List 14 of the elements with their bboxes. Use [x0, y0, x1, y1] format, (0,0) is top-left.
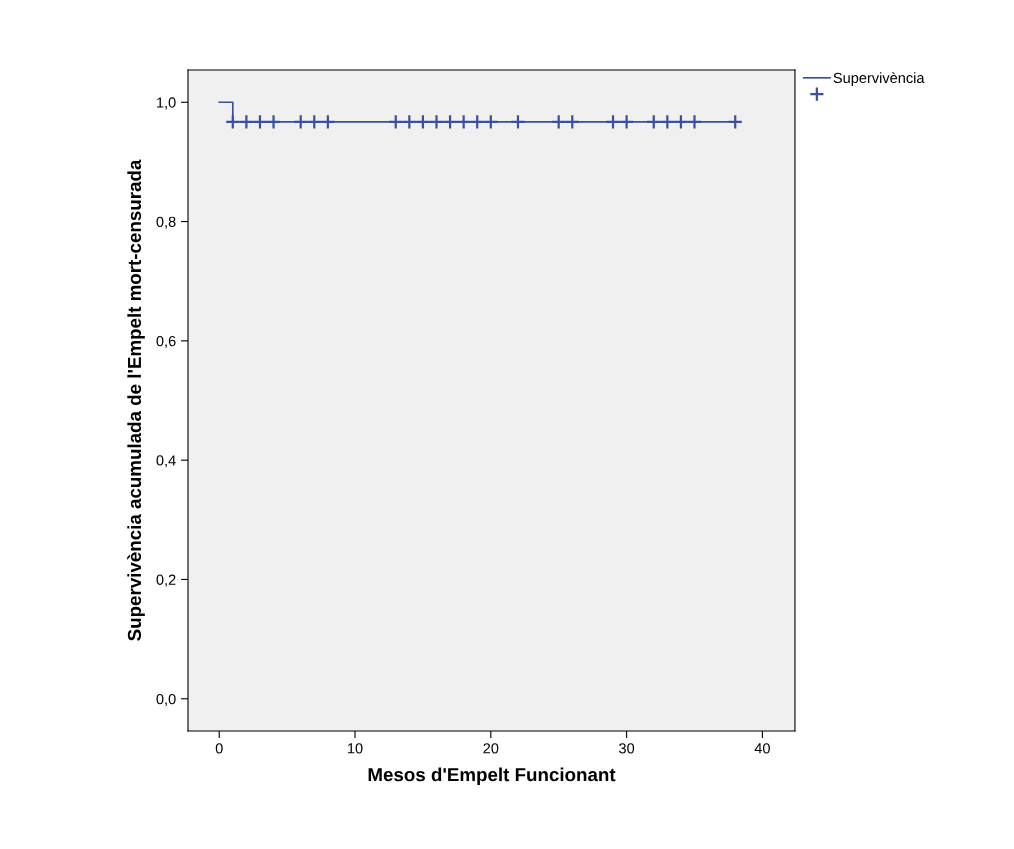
y-tick-label: 0,6	[156, 335, 176, 349]
legend-label: Supervivència	[833, 72, 925, 86]
y-axis-title: Supervivència acumulada de l'Empelt mort-censurada	[127, 159, 145, 641]
x-tick-label: 10	[348, 743, 363, 754]
y-tick-label: 0,4	[156, 455, 176, 468]
x-tick-label: 0	[215, 743, 223, 754]
x-axis-title: Mesos d'Empelt Funcionant	[368, 767, 616, 785]
y-tick-label: 0,0	[156, 693, 176, 706]
y-tick-label: 1,0	[157, 97, 176, 110]
x-tick-label: 20	[483, 743, 499, 754]
y-tick-label: 0,2	[156, 574, 176, 587]
y-tick-label: 0,8	[156, 216, 176, 229]
x-tick-label: 30	[619, 743, 635, 754]
x-tick-label: 40	[754, 743, 770, 754]
